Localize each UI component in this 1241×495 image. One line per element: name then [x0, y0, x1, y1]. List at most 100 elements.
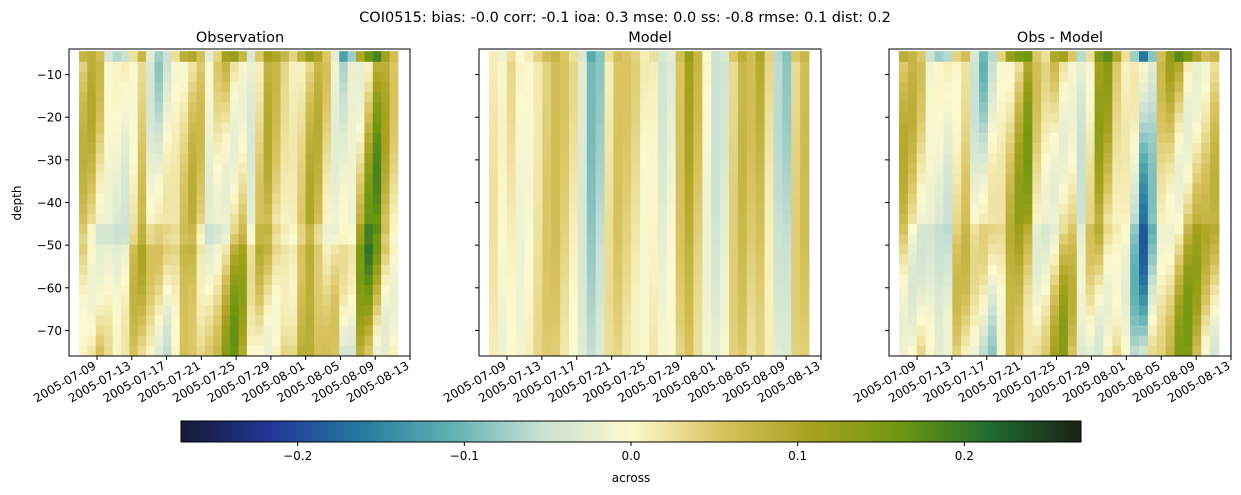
heatmap-cell: [693, 234, 703, 245]
heatmap-cell: [1130, 183, 1140, 195]
heatmap-cell: [987, 335, 998, 347]
heatmap-cell: [389, 203, 399, 215]
heatmap-cell: [1174, 345, 1184, 357]
heatmap-cell: [263, 234, 273, 245]
heatmap-cell: [595, 82, 605, 93]
heatmap-cell: [755, 142, 765, 154]
heatmap-cell: [389, 163, 399, 174]
heatmap-cell: [702, 82, 712, 93]
heatmap-cell: [925, 295, 935, 306]
heatmap-cell: [255, 284, 265, 296]
heatmap-cell: [1041, 284, 1051, 296]
heatmap-cell: [907, 51, 918, 63]
heatmap-cell: [613, 335, 623, 347]
heatmap-cell: [129, 335, 139, 347]
heatmap-cell: [737, 274, 748, 286]
heatmap-cell: [188, 345, 197, 357]
heatmap-cell: [640, 284, 650, 296]
heatmap-cell: [120, 284, 130, 296]
heatmap-cell: [1041, 295, 1051, 306]
heatmap-cell: [179, 92, 189, 103]
heatmap-cell: [95, 234, 105, 245]
heatmap-cell: [305, 315, 315, 326]
heatmap-cell: [1085, 254, 1095, 266]
heatmap-cell: [1059, 61, 1069, 73]
heatmap-cell: [162, 183, 172, 195]
heatmap-cell: [489, 335, 499, 347]
heatmap-cell: [1041, 163, 1051, 174]
heatmap-cell: [1032, 224, 1042, 235]
heatmap-cell: [613, 345, 623, 357]
heatmap-cell: [1112, 315, 1122, 326]
panel-obs-minus-model: Obs - Model 2005-07-092005-07-132005-07-…: [851, 30, 1232, 405]
heatmap-cell: [489, 183, 499, 195]
heatmap-cell: [711, 325, 721, 337]
heatmap-cell: [952, 122, 962, 134]
heatmap-cell: [95, 132, 105, 144]
heatmap-cell: [230, 244, 239, 255]
heatmap-cell: [800, 193, 810, 205]
heatmap-cell: [1174, 132, 1184, 144]
heatmap-cell: [987, 254, 998, 266]
heatmap-cell: [497, 315, 508, 326]
heatmap-cell: [322, 153, 332, 164]
heatmap-cell: [112, 254, 122, 266]
heatmap-cell: [162, 153, 172, 164]
heatmap-cell: [314, 264, 323, 276]
heatmap-cell: [154, 102, 164, 113]
heatmap-cell: [381, 284, 390, 296]
heatmap-cell: [1050, 92, 1060, 103]
heatmap-cell: [129, 183, 139, 195]
heatmap-cell: [1014, 264, 1024, 276]
heatmap-cell: [79, 142, 88, 154]
heatmap-cell: [221, 284, 231, 296]
heatmap-cell: [221, 82, 231, 93]
heatmap-cell: [800, 244, 810, 255]
heatmap-cell: [934, 71, 944, 83]
heatmap-cell: [146, 132, 155, 144]
heatmap-cell: [1059, 51, 1069, 63]
heatmap-cell: [230, 345, 239, 357]
heatmap-cell: [288, 82, 298, 93]
heatmap-cell: [657, 234, 668, 245]
heatmap-cell: [1156, 274, 1167, 286]
heatmap-cell: [773, 61, 783, 73]
heatmap-cell: [925, 224, 935, 235]
heatmap-cell: [129, 153, 139, 164]
heatmap-cell: [996, 244, 1007, 255]
heatmap-cell: [1094, 163, 1104, 174]
heatmap-cell: [542, 345, 552, 357]
heatmap-cell: [515, 183, 525, 195]
heatmap-cell: [1130, 132, 1140, 144]
heatmap-cell: [1210, 345, 1220, 357]
heatmap-cell: [188, 325, 197, 337]
heatmap-cell: [693, 82, 703, 93]
heatmap-cell: [356, 173, 365, 184]
heatmap-cell: [1165, 264, 1175, 276]
heatmap-cell: [622, 295, 632, 306]
heatmap-cell: [586, 153, 597, 164]
heatmap-cell: [577, 193, 588, 205]
heatmap-cell: [330, 315, 340, 326]
heatmap-cell: [970, 132, 980, 144]
heatmap-cell: [381, 132, 390, 144]
heatmap-cell: [489, 122, 499, 134]
heatmap-cell: [622, 112, 632, 124]
heatmap-cell: [907, 183, 918, 195]
heatmap-cell: [389, 173, 399, 184]
heatmap-cell: [1067, 193, 1078, 205]
heatmap-cell: [961, 153, 971, 164]
heatmap-cell: [120, 102, 130, 113]
heatmap-cell: [737, 142, 748, 154]
heatmap-cell: [1067, 224, 1078, 235]
heatmap-cell: [586, 173, 597, 184]
heatmap-cell: [1005, 224, 1015, 235]
heatmap-cell: [280, 244, 290, 255]
heatmap-cell: [1156, 92, 1167, 103]
heatmap-cell: [204, 163, 214, 174]
heatmap-cell: [782, 254, 792, 266]
heatmap-cell: [952, 132, 962, 144]
heatmap-cell: [1085, 224, 1095, 235]
heatmap-cell: [1103, 61, 1113, 73]
heatmap-cell: [1005, 193, 1015, 205]
